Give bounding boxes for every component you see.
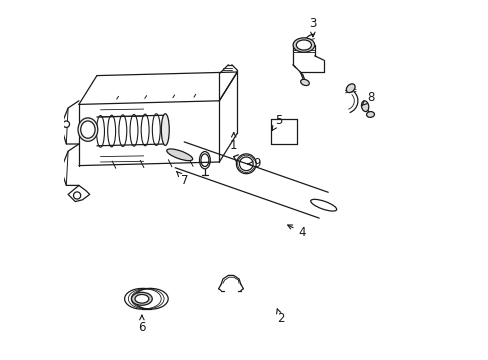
Text: 6: 6 [138, 315, 145, 334]
Ellipse shape [366, 112, 374, 117]
Ellipse shape [78, 118, 98, 141]
Ellipse shape [131, 292, 152, 305]
Text: 2: 2 [276, 309, 284, 325]
Text: 5: 5 [272, 114, 282, 130]
Ellipse shape [161, 114, 169, 145]
Ellipse shape [296, 40, 311, 50]
Ellipse shape [63, 121, 69, 127]
Ellipse shape [310, 199, 336, 211]
Ellipse shape [292, 38, 314, 52]
Ellipse shape [133, 288, 168, 309]
Text: 9: 9 [247, 157, 260, 170]
Ellipse shape [81, 121, 95, 138]
Ellipse shape [166, 149, 192, 161]
Text: 8: 8 [361, 91, 373, 106]
Ellipse shape [135, 294, 148, 303]
Ellipse shape [361, 101, 368, 112]
Text: 7: 7 [176, 171, 188, 186]
Ellipse shape [73, 192, 81, 199]
Text: 1: 1 [229, 132, 237, 152]
Text: 4: 4 [287, 225, 305, 239]
Text: 3: 3 [308, 17, 316, 37]
Ellipse shape [124, 288, 159, 309]
Ellipse shape [300, 79, 309, 86]
Ellipse shape [346, 84, 354, 93]
